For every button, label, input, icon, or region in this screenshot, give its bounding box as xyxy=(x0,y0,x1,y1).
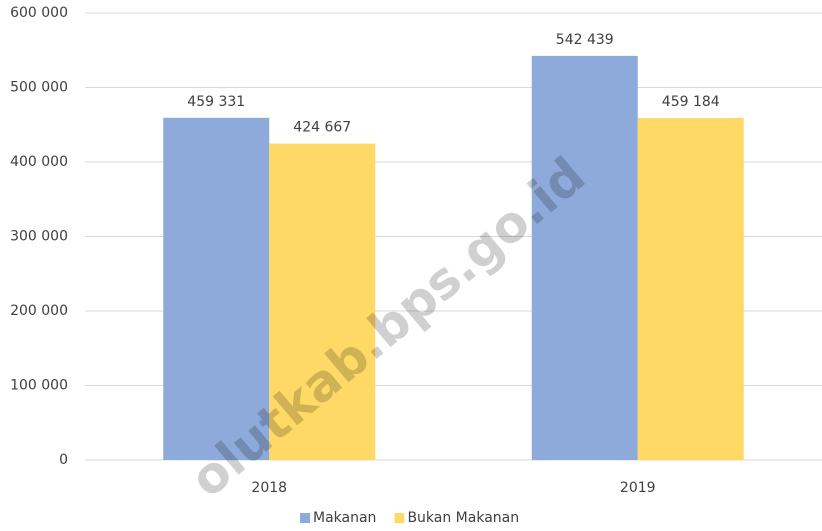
x-tick-label: 2018 xyxy=(251,480,287,496)
y-tick-label: 300 000 xyxy=(10,229,68,245)
legend-label: Bukan Makanan xyxy=(407,510,519,526)
data-label: 459 184 xyxy=(662,94,720,110)
y-tick-label: 200 000 xyxy=(10,303,68,319)
y-tick-label: 0 xyxy=(59,452,68,468)
bar xyxy=(637,117,744,460)
bar xyxy=(269,143,376,460)
legend-label: Makanan xyxy=(313,510,376,526)
legend-swatch xyxy=(300,513,310,523)
y-tick-label: 100 000 xyxy=(10,378,68,394)
y-tick-label: 400 000 xyxy=(10,154,68,170)
data-label: 542 439 xyxy=(556,32,614,48)
bar xyxy=(531,55,638,461)
plot-area: 0 100 000 200 000 300 000 400 000 500 000 600 … xyxy=(10,5,822,526)
y-tick-label: 600 000 xyxy=(10,5,68,21)
x-tick-label: 2019 xyxy=(620,480,656,496)
y-tick-label: 500 000 xyxy=(10,80,68,96)
data-label: 424 667 xyxy=(293,120,351,136)
bar xyxy=(163,117,270,461)
legend-swatch xyxy=(394,513,405,523)
data-label: 459 331 xyxy=(187,94,245,110)
